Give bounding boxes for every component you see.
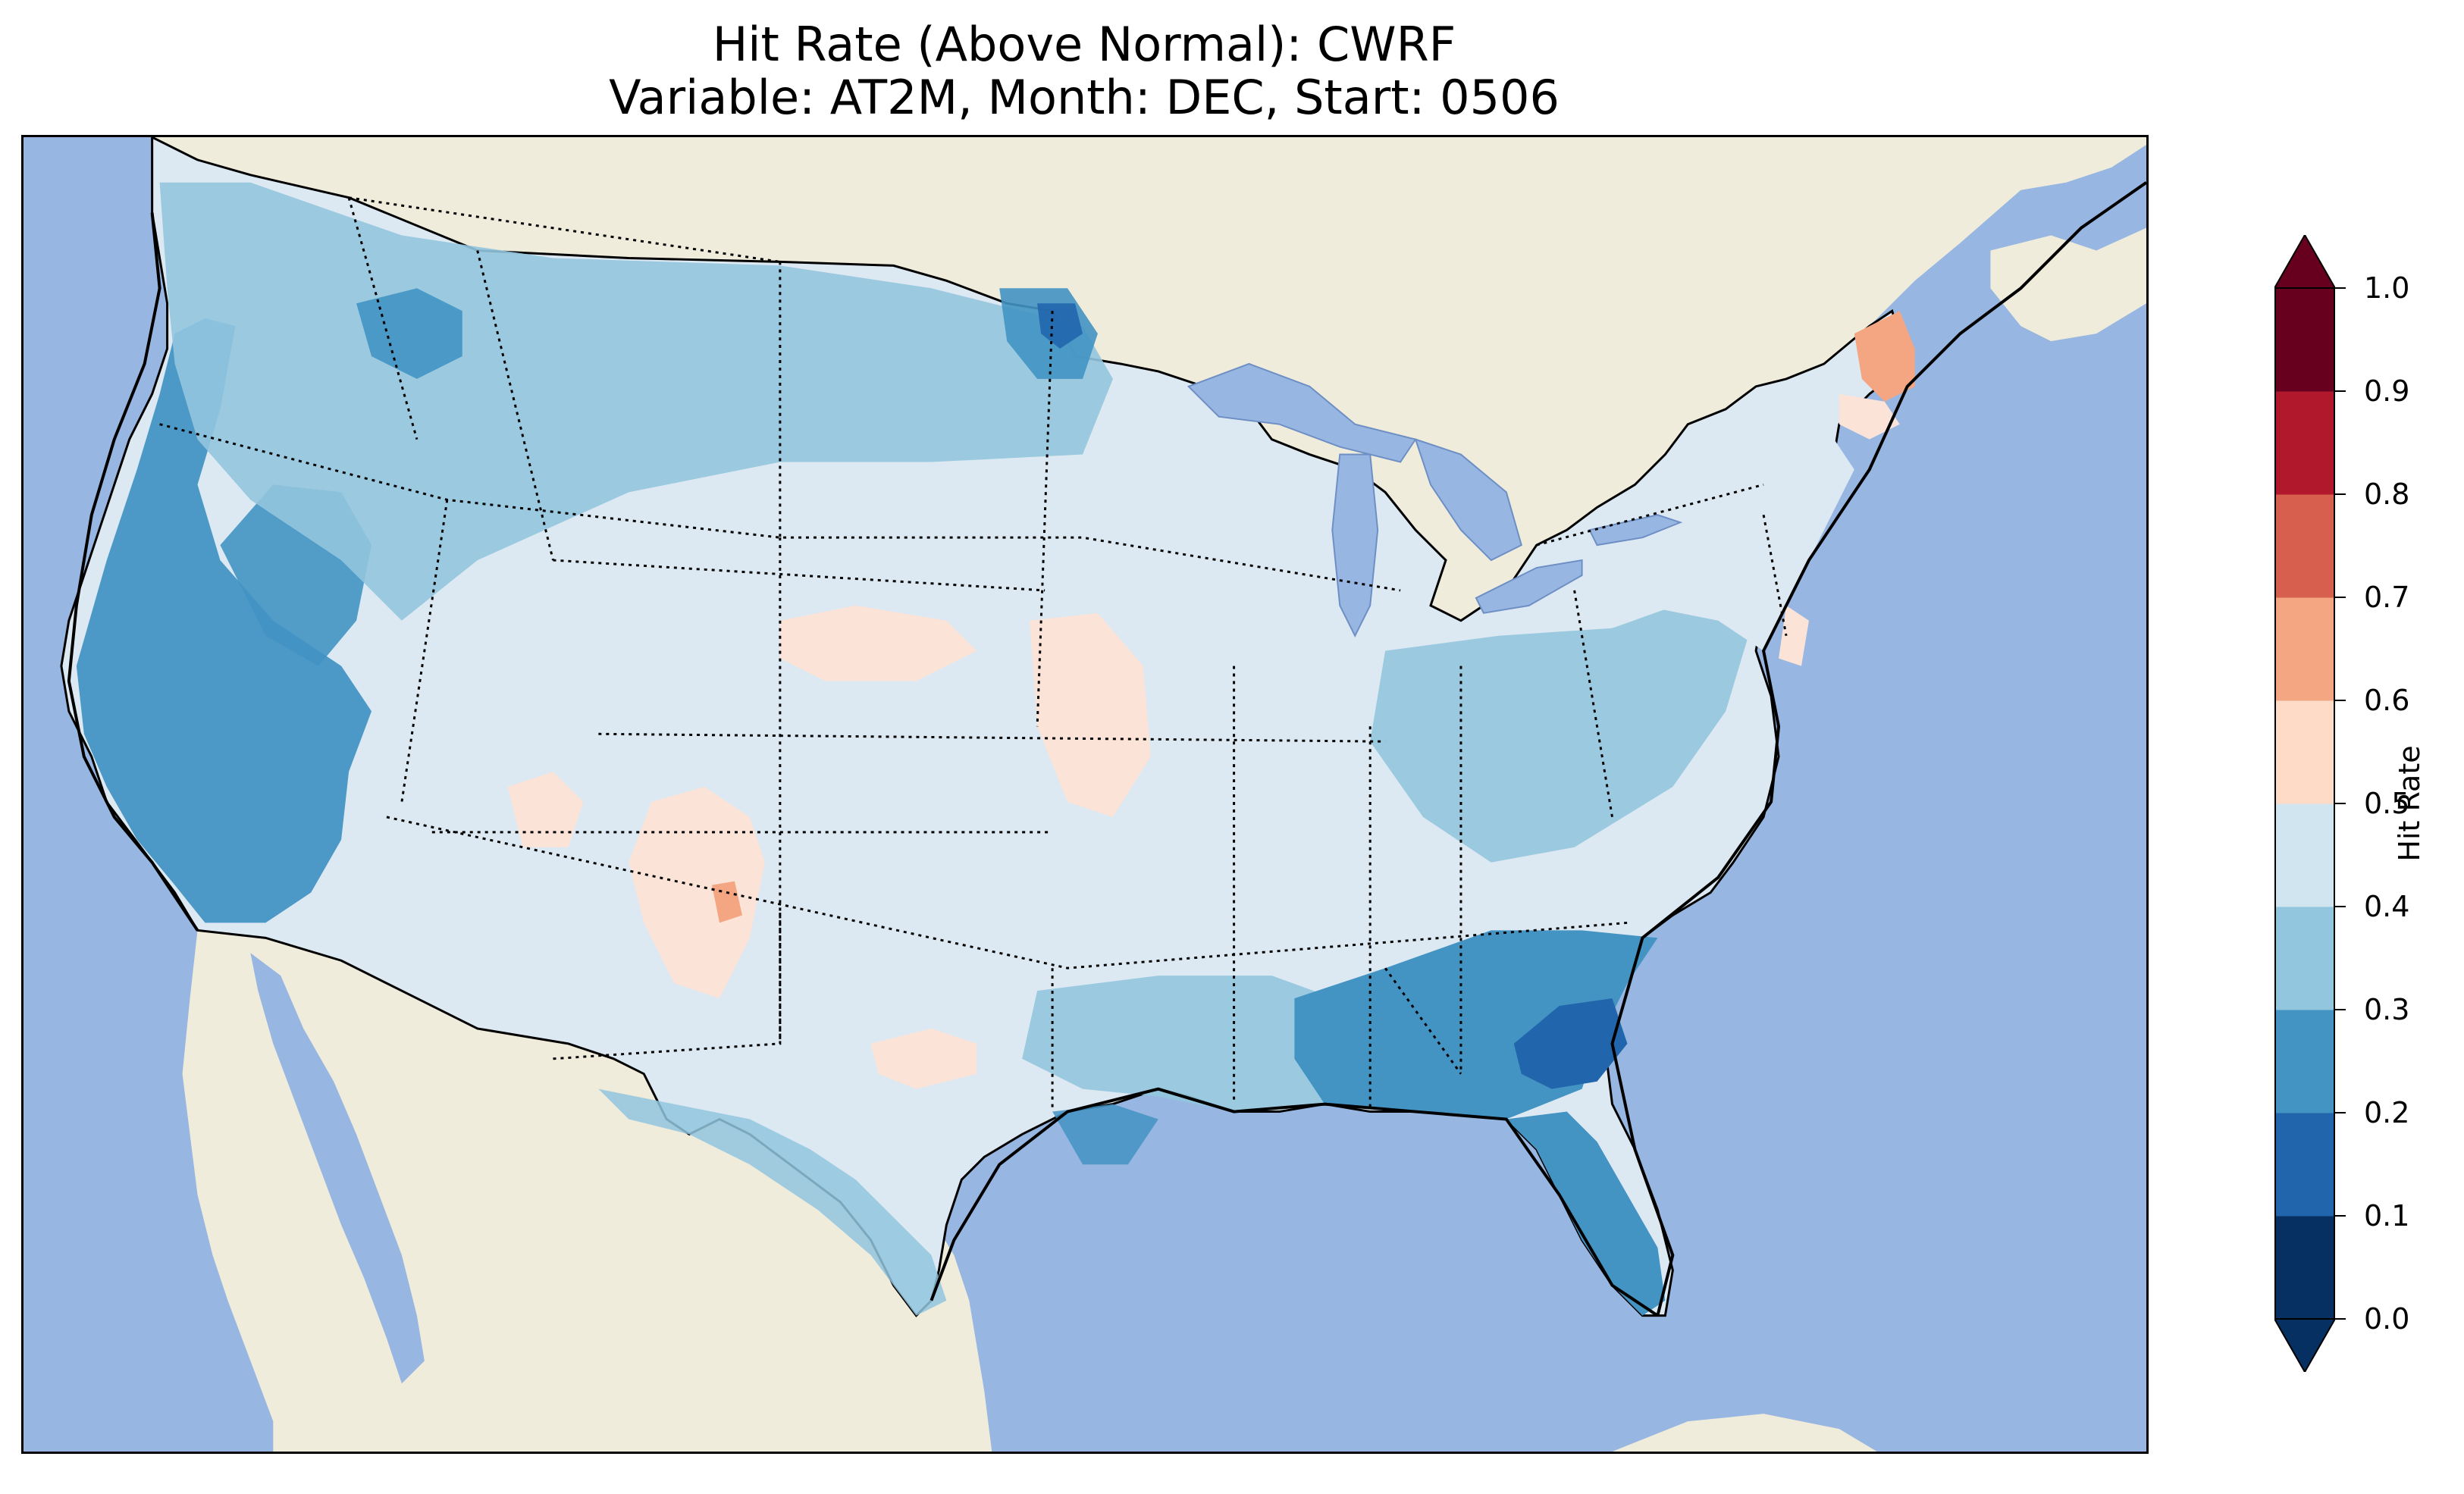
- state-borders: [159, 196, 1788, 1112]
- colorbar-bottom-extension: [2274, 1318, 2335, 1372]
- colorbar-tick-mark: [2335, 803, 2346, 804]
- colorbar-tick-mark: [2335, 1215, 2346, 1217]
- colorbar-tick-label: 0.6: [2364, 684, 2410, 717]
- colorbar-tick-mark: [2335, 1009, 2346, 1010]
- colorbar-band: [2274, 907, 2335, 1010]
- map-canvas: [24, 137, 2146, 1452]
- atlantic-coastline: [1610, 181, 2146, 1317]
- colorbar-tick-label: 0.8: [2364, 478, 2410, 511]
- region-utah-spot: [507, 772, 584, 847]
- region-florida: [1506, 1111, 1666, 1316]
- pacific-coastline: [67, 212, 199, 932]
- lake-superior: [1187, 362, 1417, 463]
- colorbar-tick-mark: [2335, 493, 2346, 495]
- colorbar-tick-mark: [2335, 597, 2346, 598]
- map-title: Hit Rate (Above Normal): CWRF: [712, 17, 1456, 72]
- colorbar-band: [2274, 494, 2335, 598]
- maritimes-land: [1990, 227, 2146, 342]
- colorbar-band: [2274, 391, 2335, 495]
- colorbar-tick-label: 0.7: [2364, 581, 2410, 614]
- colorbar-label: Hit Rate: [2393, 745, 2426, 862]
- colorbar-band: [2274, 288, 2335, 392]
- colorbar-tick-mark: [2335, 906, 2346, 907]
- colorbar-tick-label: 0.0: [2364, 1302, 2410, 1336]
- region-texas-coast: [1052, 1104, 1158, 1165]
- region-south-central: [598, 1088, 947, 1316]
- gulf-coastline: [929, 1087, 1659, 1317]
- colorbar-outline: [2274, 287, 2335, 1320]
- colorbar-band: [2274, 1113, 2335, 1217]
- cuba-land: [1612, 1414, 1877, 1452]
- gulf-of-california: [250, 953, 425, 1384]
- colorbar-band: [2274, 1010, 2335, 1113]
- region-maine-light: [1839, 393, 1900, 440]
- colorbar-tick-label: 1.0: [2364, 271, 2410, 305]
- colorbar-band: [2274, 803, 2335, 907]
- colorbar-tick-mark: [2335, 287, 2346, 289]
- region-iowa: [1030, 612, 1151, 817]
- colorbar-tick-label: 0.9: [2364, 374, 2410, 408]
- region-texas-spot: [870, 1028, 977, 1089]
- colorbar-tick-label: 0.3: [2364, 993, 2410, 1026]
- region-nebraska: [779, 605, 977, 681]
- region-west-coast: [76, 318, 372, 923]
- region-minnesota-darker: [1037, 303, 1083, 349]
- region-idaho-dark: [356, 288, 462, 379]
- region-south-carolina: [1513, 998, 1628, 1089]
- colorbar-tick-mark: [2335, 390, 2346, 392]
- region-maine: [1854, 311, 1915, 402]
- region-northeast: [1574, 424, 1854, 651]
- region-four-corners: [629, 787, 765, 999]
- lake-ontario: [1588, 514, 1683, 547]
- colorbar-band: [2274, 700, 2335, 804]
- colorbar: [2274, 235, 2335, 1372]
- colorbar-bands: [2274, 288, 2335, 1320]
- colorbar-tick-mark: [2335, 1318, 2346, 1320]
- colorbar-tick-label: 0.1: [2364, 1199, 2410, 1232]
- colorbar-band: [2274, 1216, 2335, 1320]
- colorbar-tick-label: 0.2: [2364, 1096, 2410, 1129]
- lake-erie: [1475, 559, 1583, 614]
- colorbar-tick-mark: [2335, 700, 2346, 701]
- colorbar-top-extension: [2274, 235, 2335, 289]
- lake-michigan: [1331, 453, 1379, 637]
- colorbar-tick-mark: [2335, 1112, 2346, 1113]
- colorbar-tick-label: 0.5: [2364, 787, 2410, 820]
- region-nj: [1779, 605, 1809, 666]
- map-panel: [21, 135, 2149, 1454]
- colorbar-band: [2274, 597, 2335, 701]
- region-ohio-valley: [1370, 590, 1749, 863]
- region-pacific-northwest: [159, 182, 1113, 621]
- map-subtitle: Variable: AT2M, Month: DEC, Start: 0506: [609, 70, 1560, 125]
- lake-huron: [1414, 438, 1522, 562]
- colorbar-tick-label: 0.4: [2364, 890, 2410, 923]
